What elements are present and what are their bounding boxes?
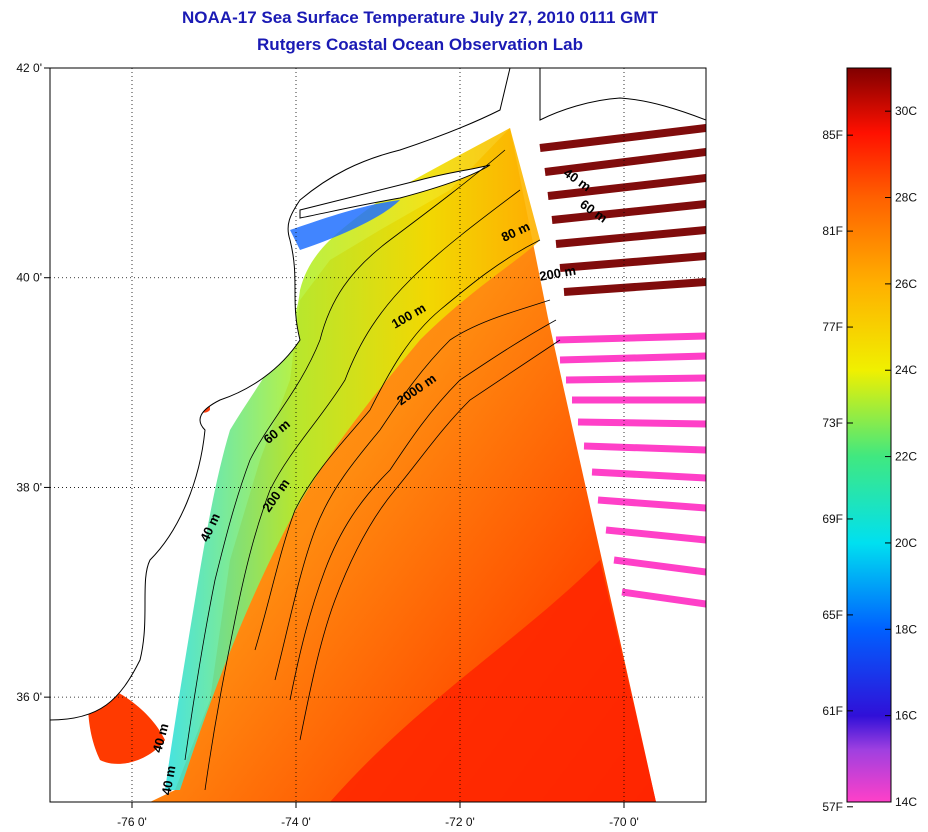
gulf-stream-band (330, 560, 656, 802)
colorbar-c-label: 18C (895, 622, 917, 636)
mainland (50, 68, 511, 721)
contour-60m (204, 189, 521, 791)
lat-tick-label: 36 0' (16, 690, 42, 704)
colorbar-f-label: 77F (822, 320, 843, 334)
colorbar-c-label: 16C (895, 709, 917, 723)
colorbar-f-label: 69F (822, 512, 843, 526)
contour-label: 40 m (159, 764, 179, 796)
colorbar-celsius-labels: 30C 28C 26C 24C 22C 20C 18C 16C 14C (885, 104, 917, 809)
contour-80m (254, 239, 541, 651)
contour-100m (274, 299, 551, 681)
bathymetry-contours (184, 149, 561, 791)
cloud-stripes-north (539, 124, 706, 296)
new-england-coast (539, 68, 706, 121)
cold-upwelling (290, 200, 400, 250)
shelf-waters (165, 128, 540, 790)
colorbar-c-label: 28C (895, 191, 917, 205)
colorbar-c-label: 14C (895, 795, 917, 809)
contour-2000m (299, 339, 561, 741)
colorbar-fahrenheit-labels: 85F 81F 77F 73F 69F 65F 61F 57F (822, 128, 853, 814)
colorbar-f-label: 65F (822, 608, 843, 622)
lon-tick-label: -72 0' (445, 815, 475, 829)
colorbar-c-label: 22C (895, 450, 917, 464)
map-subtitle: Rutgers Coastal Ocean Observation Lab (257, 35, 583, 54)
temperature-colorbar: 85F 81F 77F 73F 69F 65F 61F 57F 30C 28C 26C 24C 22C… (822, 67, 917, 814)
lat-tick-label: 38 0' (16, 480, 42, 494)
contour-label: 40 m (149, 722, 171, 755)
map-border (49, 67, 707, 803)
lat-tick-label: 42 0' (16, 61, 42, 75)
contour-40m (184, 149, 506, 761)
colorbar-c-label: 20C (895, 536, 917, 550)
colorbar-f-label: 61F (822, 704, 843, 718)
colorbar-f-label: 73F (822, 416, 843, 430)
colorbar-f-label: 81F (822, 224, 843, 238)
cloud-stripes-south (555, 332, 706, 608)
lon-tick-label: -74 0' (281, 815, 311, 829)
contour-label: 200 m (538, 263, 577, 284)
lat-tick-label: 40 0' (16, 271, 42, 285)
lon-tick-label: -70 0' (609, 815, 639, 829)
long-island (299, 164, 491, 219)
colorbar-c-label: 24C (895, 363, 917, 377)
lon-tick-label: -76 0' (117, 815, 147, 829)
sst-imagery (50, 68, 706, 802)
map-title: NOAA-17 Sea Surface Temperature July 27,… (182, 8, 658, 27)
colorbar-f-label: 57F (822, 800, 843, 814)
contour-200m (289, 319, 557, 701)
colorbar-c-label: 26C (895, 277, 917, 291)
colorbar-scale (846, 67, 892, 803)
colorbar-c-label: 30C (895, 104, 917, 118)
colorbar-f-label: 85F (822, 128, 843, 142)
